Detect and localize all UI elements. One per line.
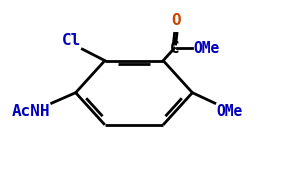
Text: O: O: [171, 13, 181, 28]
Text: Cl: Cl: [62, 33, 81, 48]
Text: OMe: OMe: [194, 41, 220, 56]
Text: AcNH: AcNH: [12, 104, 50, 119]
Text: C: C: [170, 41, 179, 56]
Text: OMe: OMe: [216, 104, 243, 119]
